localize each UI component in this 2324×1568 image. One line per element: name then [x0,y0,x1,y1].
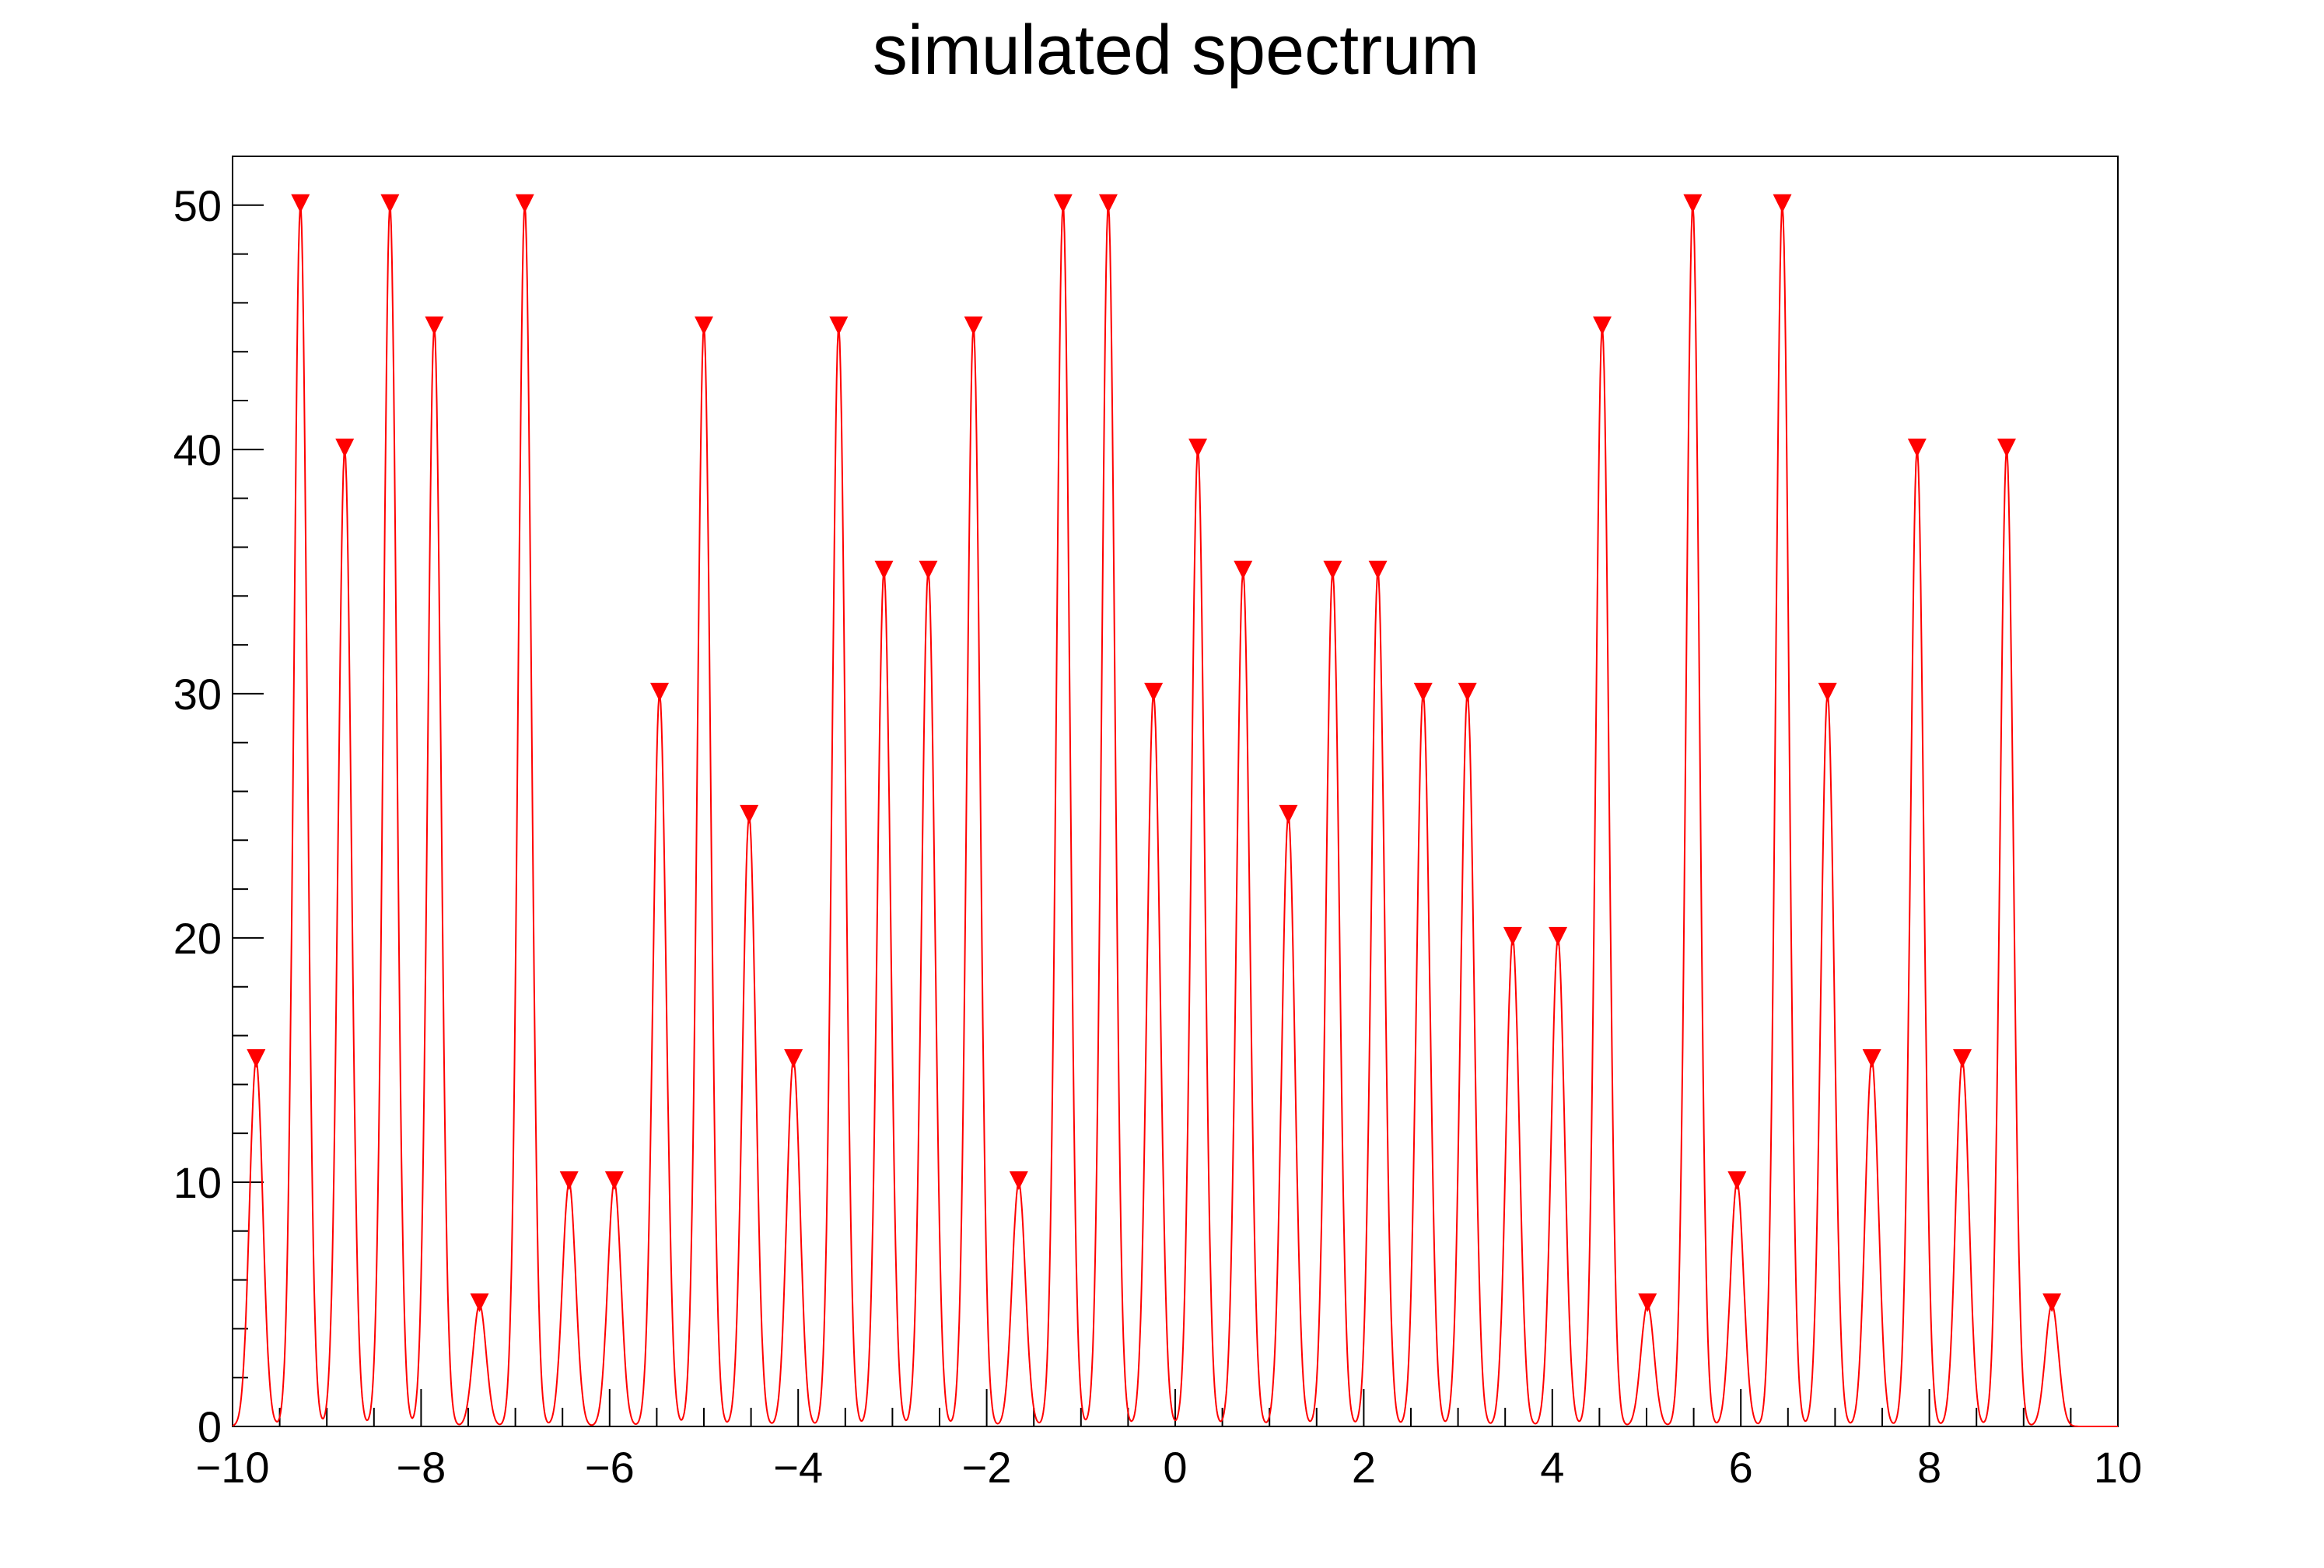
x-tick-label: 10 [2094,1443,2142,1492]
y-tick-label: 50 [173,181,222,230]
peak-marker [425,316,444,335]
peak-marker [291,194,310,213]
peak-marker [1953,1048,1972,1068]
peak-marker [1413,682,1433,702]
peak-marker [1683,194,1703,213]
x-tick-label: −2 [962,1443,1012,1492]
peak-marker [1098,194,1118,213]
peak-marker [1907,438,1927,457]
x-tick-label: 4 [1540,1443,1564,1492]
y-tick-label: 20 [173,914,222,963]
peak-marker [1188,438,1208,457]
peak-marker [1638,1293,1657,1312]
y-tick-label: 0 [198,1402,222,1451]
peak-marker [1458,682,1477,702]
y-tick-label: 10 [173,1158,222,1207]
peak-marker [247,1048,266,1068]
peak-marker [1368,560,1388,579]
peak-marker [1549,926,1568,946]
peak-marker [559,1171,579,1190]
peak-marker [919,560,938,579]
plot-frame [232,156,2119,1427]
peak-marker [1997,438,2016,457]
y-tick-label: 40 [173,425,222,474]
y-tick-label: 30 [173,670,222,719]
peak-marker [2042,1293,2062,1312]
x-tick-label: 6 [1729,1443,1753,1492]
x-tick-label: −6 [585,1443,635,1492]
peak-marker [1727,1171,1747,1190]
peak-marker [1009,1171,1028,1190]
x-tick-label: 0 [1163,1443,1187,1492]
peak-marker [964,316,983,335]
chart-title: simulated spectrum [873,12,1479,89]
peak-marker [1144,682,1164,702]
peak-marker [784,1048,803,1068]
x-tick-label: 2 [1352,1443,1376,1492]
peak-marker [604,1171,624,1190]
peak-marker [1773,194,1792,213]
peak-marker [380,194,400,213]
axis-tick-labels: −10 −8 −6 −4 −2 0 2 4 6 8 10 0 10 20 30 40 50 [173,181,2142,1492]
peak-marker [335,438,355,457]
peak-marker [470,1293,489,1312]
peak-marker [515,194,534,213]
peak-marker [695,316,713,335]
peak-marker [1862,1048,1881,1068]
peak-marker [874,560,894,579]
peak-marker [650,682,670,702]
x-tick-label: −10 [196,1443,270,1492]
x-tick-label: 8 [1917,1443,1941,1492]
peak-marker [1234,560,1253,579]
peak-marker [1279,804,1298,824]
peak-marker [1818,682,1837,702]
peak-marker [1323,560,1342,579]
peak-marker [1503,926,1522,946]
axis-ticks [232,204,2119,1427]
spectrum-line [232,205,2118,1427]
peak-marker [740,804,759,824]
peak-marker [1593,316,1612,335]
x-tick-label: −4 [773,1443,823,1492]
peak-markers [247,194,2062,1312]
x-tick-label: −8 [396,1443,446,1492]
peak-marker [829,316,849,335]
peak-marker [1053,194,1073,213]
